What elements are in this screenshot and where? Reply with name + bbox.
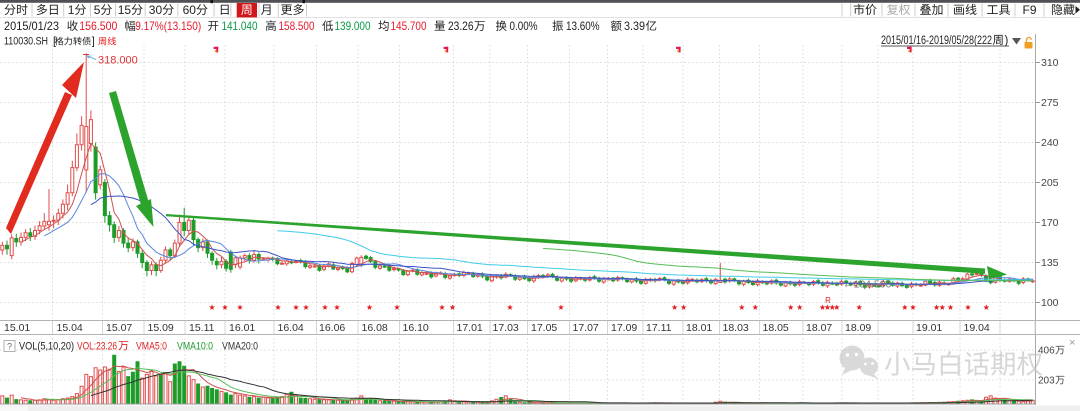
svg-text:203: 203 bbox=[1038, 376, 1055, 387]
svg-text:VMA20:0: VMA20:0 bbox=[222, 341, 258, 353]
svg-text:16.06: 16.06 bbox=[319, 322, 345, 334]
svg-text:?: ? bbox=[7, 342, 12, 352]
svg-text:156.500: 156.500 bbox=[79, 19, 117, 33]
svg-text:19.01: 19.01 bbox=[916, 322, 942, 334]
svg-text:18.07: 18.07 bbox=[806, 322, 832, 334]
svg-text:19.04: 19.04 bbox=[964, 322, 990, 334]
svg-text:×: × bbox=[1069, 337, 1075, 349]
svg-text:1: 1 bbox=[68, 3, 75, 17]
svg-text:145.700: 145.700 bbox=[391, 19, 427, 33]
svg-text:110030.SH: 110030.SH bbox=[4, 36, 48, 48]
svg-text:18.03: 18.03 bbox=[723, 322, 749, 334]
svg-text:139.000: 139.000 bbox=[335, 19, 371, 33]
svg-text:2015/01/16-2019/05/28(222: 2015/01/16-2019/05/28(222 bbox=[881, 35, 992, 47]
svg-text:): ) bbox=[1005, 35, 1009, 47]
svg-text:15.04: 15.04 bbox=[57, 322, 83, 334]
svg-text:17.05: 17.05 bbox=[531, 322, 557, 334]
svg-text:240: 240 bbox=[1041, 137, 1059, 149]
svg-text:VOL(5,10,20): VOL(5,10,20) bbox=[19, 341, 74, 353]
svg-text:310: 310 bbox=[1041, 57, 1059, 69]
svg-text:18.09: 18.09 bbox=[845, 322, 871, 334]
svg-text:9.17%(13.150): 9.17%(13.150) bbox=[135, 19, 201, 33]
svg-text:[: [ bbox=[53, 36, 56, 48]
svg-text:←104.500: ←104.500 bbox=[843, 279, 892, 291]
svg-text:100: 100 bbox=[1041, 297, 1059, 309]
svg-text:18.05: 18.05 bbox=[763, 322, 789, 334]
svg-text:17.11: 17.11 bbox=[646, 322, 672, 334]
svg-text:15.09: 15.09 bbox=[148, 322, 174, 334]
svg-text:18.01: 18.01 bbox=[686, 322, 712, 334]
svg-text:R: R bbox=[825, 296, 831, 305]
svg-text:VOL:23.26: VOL:23.26 bbox=[77, 341, 117, 353]
svg-text:5: 5 bbox=[94, 3, 101, 17]
svg-text:3.39: 3.39 bbox=[624, 19, 645, 33]
svg-text:23.26: 23.26 bbox=[448, 19, 474, 33]
svg-text:15.01: 15.01 bbox=[4, 322, 30, 334]
svg-text:13.60%: 13.60% bbox=[566, 19, 600, 33]
svg-text:60: 60 bbox=[183, 3, 197, 17]
svg-text:0.00%: 0.00% bbox=[510, 19, 538, 33]
svg-text:16.08: 16.08 bbox=[362, 322, 388, 334]
svg-text:16.04: 16.04 bbox=[278, 322, 304, 334]
svg-text:16.10: 16.10 bbox=[403, 322, 429, 334]
svg-text:275: 275 bbox=[1041, 97, 1059, 109]
svg-text:30: 30 bbox=[149, 3, 163, 17]
svg-text:VMA5:0: VMA5:0 bbox=[136, 341, 167, 353]
svg-text:141.040: 141.040 bbox=[222, 19, 258, 33]
svg-text:16.01: 16.01 bbox=[229, 322, 255, 334]
svg-text:15.11: 15.11 bbox=[189, 322, 215, 334]
svg-text:135: 135 bbox=[1041, 257, 1059, 269]
svg-text:158.500: 158.500 bbox=[279, 19, 315, 33]
svg-text:17.03: 17.03 bbox=[493, 322, 519, 334]
svg-text:15: 15 bbox=[118, 3, 132, 17]
svg-text:170: 170 bbox=[1041, 217, 1059, 229]
svg-text:17.01: 17.01 bbox=[457, 322, 483, 334]
svg-text:406: 406 bbox=[1038, 346, 1055, 357]
svg-text:15.07: 15.07 bbox=[106, 322, 132, 334]
svg-text:17.07: 17.07 bbox=[573, 322, 599, 334]
svg-text:17.09: 17.09 bbox=[611, 322, 637, 334]
svg-text:205: 205 bbox=[1041, 177, 1059, 189]
svg-text:318.000: 318.000 bbox=[98, 55, 138, 67]
svg-text:2015/01/23: 2015/01/23 bbox=[4, 19, 59, 33]
svg-text:VMA10:0: VMA10:0 bbox=[177, 341, 213, 353]
svg-text:]: ] bbox=[92, 36, 95, 48]
svg-text:F9: F9 bbox=[1022, 3, 1036, 17]
